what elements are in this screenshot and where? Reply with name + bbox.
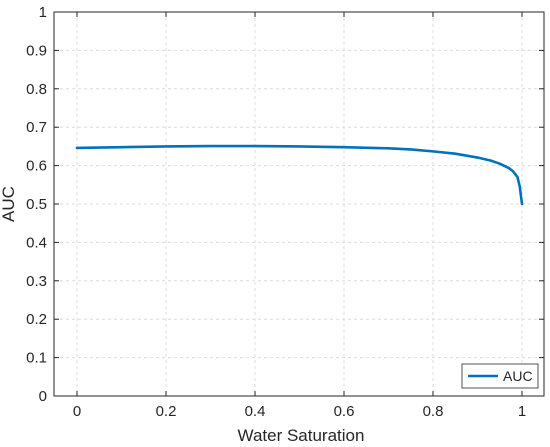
- y-tick-label: 0.6: [26, 158, 47, 175]
- x-tick-label: 0.4: [245, 403, 266, 420]
- x-tick-label: 0.8: [423, 403, 444, 420]
- y-axis-label: AUC: [0, 186, 18, 222]
- y-tick-label: 0.3: [26, 273, 47, 290]
- y-tick-label: 0.2: [26, 311, 47, 328]
- x-tick-label: 0.2: [156, 403, 177, 420]
- y-tick-label: 0.5: [26, 196, 47, 213]
- series-line-auc: [75, 144, 524, 206]
- y-tick-label: 1: [39, 4, 47, 21]
- x-tick-label: 1: [518, 403, 526, 420]
- legend-label: AUC: [503, 368, 533, 384]
- series-layer: [75, 144, 524, 206]
- x-tick-label: 0: [73, 403, 81, 420]
- y-tick-label: 0.9: [26, 42, 47, 59]
- y-tick-label: 0.4: [26, 234, 47, 251]
- x-tick-label: 0.6: [334, 403, 355, 420]
- legend: AUC: [461, 363, 539, 389]
- y-tick-label: 0.1: [26, 350, 47, 367]
- y-tick-label: 0.8: [26, 81, 47, 98]
- grid: [54, 11, 544, 397]
- y-tick-label: 0.7: [26, 119, 47, 136]
- x-axis-label: Water Saturation: [238, 426, 365, 445]
- y-tick-label: 0: [39, 388, 47, 405]
- ticks: 0 0.2 0.4 0.6 0.8 1 0 0.1 0.2 0.3 0.4 0.5 0.6 0.7 0.8 0…: [26, 4, 544, 420]
